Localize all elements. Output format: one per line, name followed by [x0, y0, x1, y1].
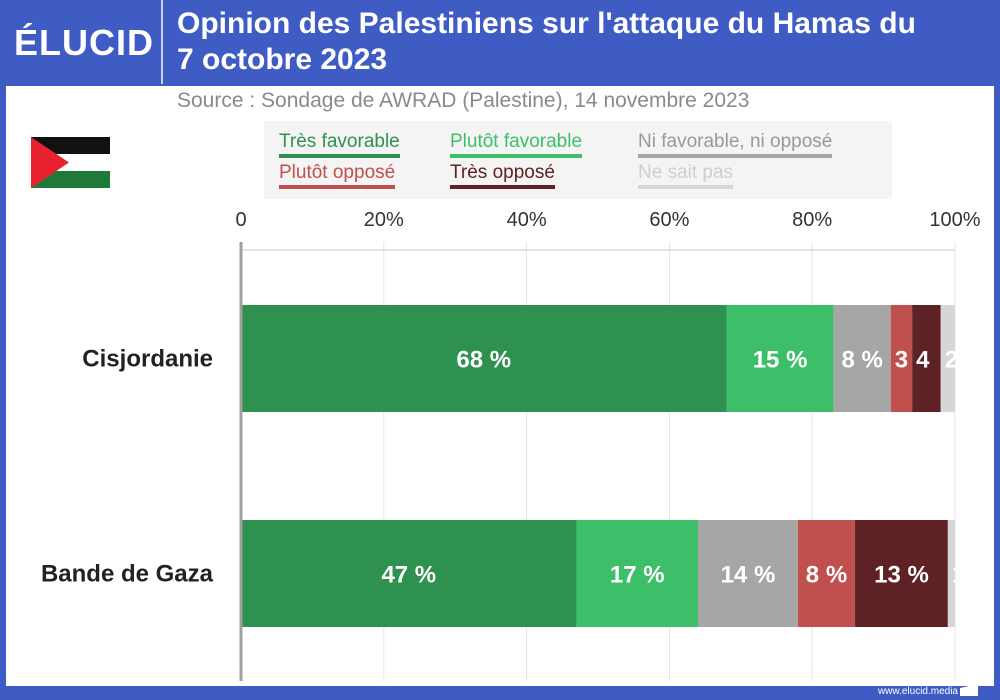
bar-segment	[697, 520, 798, 627]
chart-title: Opinion des Palestiniens sur l'attaque d…	[177, 6, 992, 78]
bar-segment	[726, 305, 834, 412]
bar-segment	[890, 305, 913, 412]
title-line-2: 7 octobre 2023	[177, 43, 388, 76]
category-label: Bande de Gaza	[41, 561, 214, 588]
data-label: 68 %	[456, 347, 511, 374]
data-label: 13 %	[874, 562, 929, 589]
x-tick-label: 100%	[929, 209, 980, 231]
bar-segment	[797, 520, 856, 627]
legend-tres-favorable: Très favorable	[279, 131, 400, 158]
data-label: 4	[916, 347, 930, 374]
legend-ne-sait-pas: Ne sait pas	[638, 162, 734, 189]
legend-plutot-favorable: Plutôt favorable	[450, 131, 583, 158]
data-label: 15 %	[753, 347, 808, 374]
legend: Très favorable Plutôt favorable Ni favor…	[264, 121, 892, 199]
elucid-mark-icon	[960, 684, 978, 696]
bar-segment	[947, 520, 955, 627]
legend-plutot-oppose: Plutôt opposé	[279, 162, 396, 189]
source-note: Source : Sondage de AWRAD (Palestine), 1…	[177, 89, 750, 112]
x-tick-label: 0	[235, 209, 246, 231]
data-label: 3	[895, 347, 908, 374]
right-margin	[956, 250, 994, 685]
header: ÉLUCID Opinion des Palestiniens sur l'at…	[0, 0, 1000, 86]
x-tick-label: 60%	[649, 209, 689, 231]
header-divider	[161, 0, 163, 84]
bar-segment	[833, 305, 891, 412]
data-label: 2	[945, 347, 958, 374]
footer-url: www.elucid.media	[877, 686, 958, 697]
bar-segment	[855, 520, 948, 627]
data-label: 47 %	[381, 562, 436, 589]
category-label: Cisjordanie	[82, 346, 213, 373]
elucid-logo: ÉLUCID	[14, 22, 154, 63]
x-tick-label: 80%	[792, 209, 832, 231]
title-line-1: Opinion des Palestiniens sur l'attaque d…	[177, 7, 916, 40]
x-tick-label: 40%	[507, 209, 547, 231]
x-tick-label: 20%	[364, 209, 404, 231]
legend-ni-favorable-ni-oppose: Ni favorable, ni opposé	[638, 131, 833, 158]
bar-segment	[241, 520, 577, 627]
legend-tres-oppose: Très opposé	[450, 162, 555, 189]
bar-segment	[940, 305, 955, 412]
palestine-flag-icon	[31, 137, 110, 188]
data-label: 17 %	[610, 562, 665, 589]
data-label: 8 %	[806, 562, 847, 589]
bar-segment	[912, 305, 941, 412]
data-label: 14 %	[721, 562, 776, 589]
data-label: 8 %	[842, 347, 883, 374]
bar-segment	[576, 520, 698, 627]
bar-segment	[241, 305, 727, 412]
